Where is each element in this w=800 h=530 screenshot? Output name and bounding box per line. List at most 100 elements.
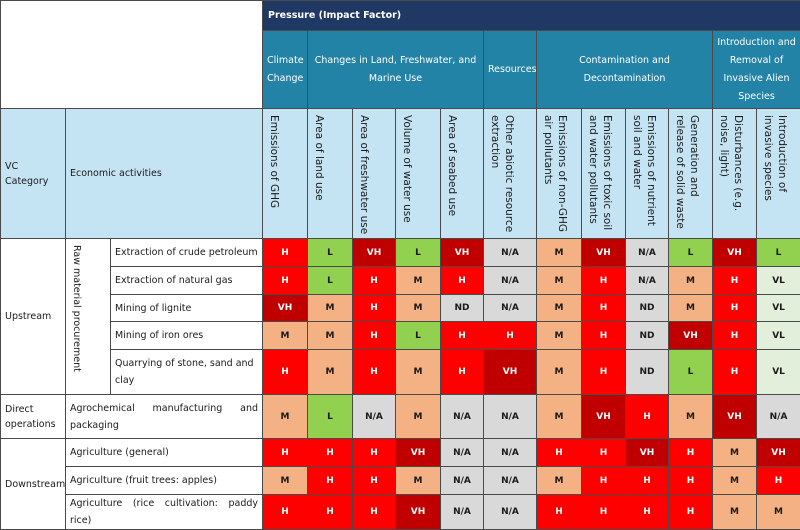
subcategory: Raw material procurement: [66, 239, 111, 395]
rating-cell: M: [757, 495, 800, 530]
rating-cell: H: [441, 267, 484, 295]
vc-category: Upstream: [1, 239, 66, 395]
rating-cell: VH: [396, 495, 441, 530]
rating-cell: H: [757, 467, 800, 495]
column-header-text: Disturbances (e.g. noise, light): [717, 115, 745, 237]
rating-cell: L: [308, 267, 353, 295]
column-header-text: Emissions of nutrient soil and water: [630, 115, 658, 237]
rating-cell: VL: [757, 322, 800, 350]
group-header: Climate Change: [263, 31, 308, 109]
rating-cell: H: [308, 495, 353, 530]
rating-cell: H: [582, 467, 626, 495]
rating-cell: ND: [441, 295, 484, 322]
rating-cell: ND: [626, 295, 669, 322]
rating-cell: H: [353, 322, 396, 350]
column-header: Emissions of non-GHG air pollutants: [537, 109, 582, 239]
rating-cell: H: [713, 350, 757, 395]
rating-cell: M: [537, 350, 582, 395]
column-header: Area of seabed use: [441, 109, 484, 239]
rating-cell: N/A: [484, 239, 537, 267]
rating-cell: M: [669, 295, 713, 322]
rating-cell: VH: [263, 295, 308, 322]
rating-cell: VH: [396, 439, 441, 467]
rating-cell: M: [396, 395, 441, 439]
rating-cell: N/A: [441, 495, 484, 530]
column-header-text: Emissions of toxic soil and water pollut…: [586, 115, 614, 237]
column-header: Emissions of toxic soil and water pollut…: [582, 109, 626, 239]
rating-cell: L: [757, 239, 800, 267]
activity: Mining of lignite: [111, 295, 263, 322]
column-header: Other abiotic resource extraction: [484, 109, 537, 239]
rating-cell: VH: [441, 239, 484, 267]
group-header: Introduction and Removal of Invasive Ali…: [713, 31, 800, 109]
activities-header: Economic activities: [66, 109, 263, 239]
vc-category-header: VC Category: [1, 109, 66, 239]
rating-cell: M: [396, 467, 441, 495]
rating-cell: H: [669, 495, 713, 530]
rating-cell: N/A: [757, 395, 800, 439]
column-header: Area of freshwater use: [353, 109, 396, 239]
rating-cell: M: [308, 322, 353, 350]
rating-cell: N/A: [484, 439, 537, 467]
column-header-text: Area of freshwater use: [357, 115, 371, 237]
rating-cell: H: [582, 322, 626, 350]
rating-cell: M: [537, 295, 582, 322]
rating-cell: VL: [757, 295, 800, 322]
rating-cell: L: [308, 239, 353, 267]
rating-cell: M: [263, 467, 308, 495]
rating-cell: H: [582, 350, 626, 395]
activity: Agriculture (rice cultivation: paddy ric…: [66, 495, 263, 530]
column-header: Generation and release of solid waste: [669, 109, 713, 239]
rating-cell: H: [353, 267, 396, 295]
rating-cell: VH: [757, 439, 800, 467]
rating-cell: M: [537, 395, 582, 439]
rating-cell: VH: [713, 395, 757, 439]
rating-cell: M: [537, 322, 582, 350]
rating-cell: H: [263, 350, 308, 395]
rating-cell: M: [308, 350, 353, 395]
rating-cell: H: [537, 439, 582, 467]
rating-cell: VH: [484, 350, 537, 395]
rating-cell: M: [537, 267, 582, 295]
column-header-text: Other abiotic resource extraction: [488, 115, 516, 237]
rating-cell: H: [626, 467, 669, 495]
rating-cell: H: [713, 322, 757, 350]
activity: Agriculture (general): [66, 439, 263, 467]
rating-cell: N/A: [626, 239, 669, 267]
column-header: Area of land use: [308, 109, 353, 239]
rating-cell: M: [308, 295, 353, 322]
rating-cell: H: [626, 495, 669, 530]
rating-cell: H: [626, 395, 669, 439]
rating-cell: VH: [353, 239, 396, 267]
rating-cell: H: [582, 439, 626, 467]
rating-cell: H: [441, 350, 484, 395]
vc-category: Downstream: [1, 439, 66, 530]
rating-cell: H: [353, 295, 396, 322]
activity: Extraction of natural gas: [111, 267, 263, 295]
rating-cell: VH: [669, 322, 713, 350]
group-header: Resources: [484, 31, 537, 109]
column-header-text: Emissions of non-GHG air pollutants: [541, 115, 569, 237]
column-header: Volume of water use: [396, 109, 441, 239]
subcategory-text: Raw material procurement: [70, 245, 83, 372]
rating-cell: VH: [582, 239, 626, 267]
activity: Mining of iron ores: [111, 322, 263, 350]
rating-cell: N/A: [484, 295, 537, 322]
rating-cell: H: [669, 467, 713, 495]
rating-cell: N/A: [484, 395, 537, 439]
rating-cell: M: [396, 267, 441, 295]
rating-cell: M: [669, 267, 713, 295]
column-header-text: Introduction of invasive species: [761, 115, 789, 237]
rating-cell: H: [713, 267, 757, 295]
rating-cell: M: [713, 467, 757, 495]
rating-cell: N/A: [441, 467, 484, 495]
activity: Agriculture (fruit trees: apples): [66, 467, 263, 495]
